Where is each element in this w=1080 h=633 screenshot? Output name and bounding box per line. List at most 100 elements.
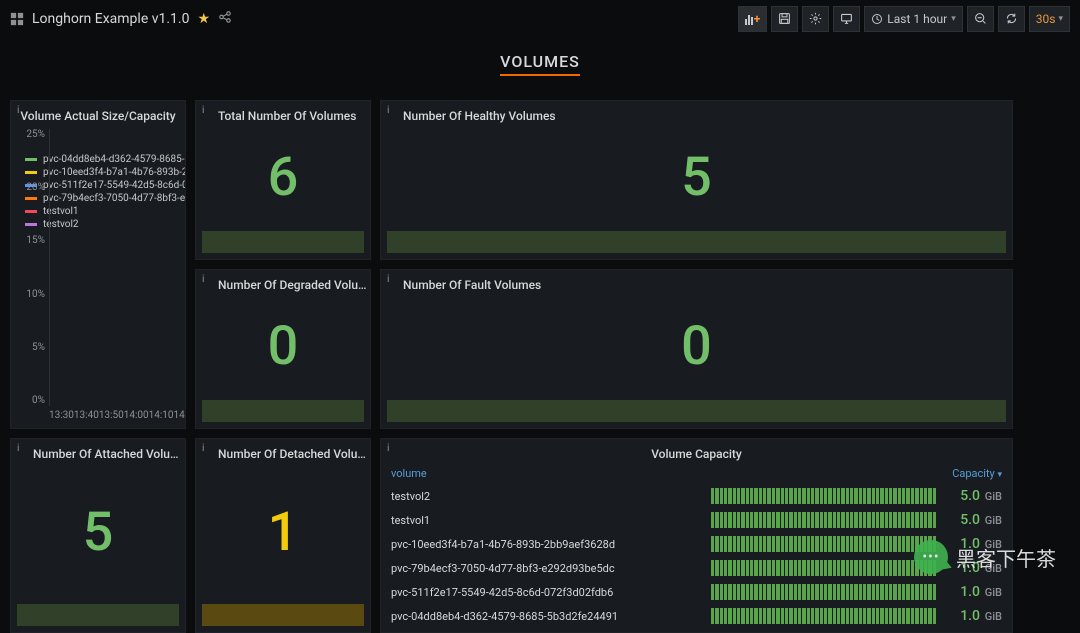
- chart-panel-actual-size[interactable]: i Volume Actual Size/Capacity 25%20%15%1…: [10, 100, 186, 429]
- stat-body: 5: [381, 123, 1012, 259]
- refresh-interval-button[interactable]: 30s ▾: [1029, 6, 1070, 32]
- capacity-row[interactable]: pvc-79b4ecf3-7050-4d77-8bf3-e292d93be5dc…: [391, 556, 1002, 580]
- y-tick: 0%: [32, 395, 45, 406]
- y-tick: 5%: [32, 342, 45, 353]
- capacity-row-value: 1.0 GiB: [936, 608, 1002, 624]
- x-tick: 13:40: [74, 410, 99, 426]
- panel-title: Number Of Detached Volumes...: [196, 439, 370, 461]
- dashboard-grid: i Total Number Of Volumes 6 i Number Of …: [0, 100, 1080, 633]
- capacity-row-value: 1.0 GiB: [936, 536, 1002, 552]
- stat-panel-detached-volumes[interactable]: i Number Of Detached Volumes... 1: [195, 438, 371, 633]
- share-icon[interactable]: [218, 10, 232, 28]
- stat-panel-attached-volumes[interactable]: i Number Of Attached Volumes 5: [10, 438, 186, 633]
- x-tick: 14:00: [124, 410, 149, 426]
- capacity-row[interactable]: testvol15.0 GiB: [391, 508, 1002, 532]
- panel-title: Number Of Healthy Volumes: [381, 101, 1012, 123]
- stat-value: 0: [196, 292, 370, 400]
- capacity-row[interactable]: pvc-10eed3f4-b7a1-4b76-893b-2bb9aef3628d…: [391, 532, 1002, 556]
- row-title[interactable]: VOLUMES: [0, 52, 1080, 76]
- panel-title: Number Of Fault Volumes: [381, 270, 1012, 292]
- settings-button[interactable]: [802, 6, 829, 32]
- capacity-gauge: [711, 536, 936, 552]
- dashboard-icon: [10, 12, 24, 26]
- stat-bar: [387, 400, 1006, 422]
- bar-chart-icon: [745, 13, 753, 25]
- legend-label: pvc-79b4ecf3-7050-4d77-8bf3-e292d93be5dc: [43, 193, 186, 204]
- x-tick: 14:10: [149, 410, 174, 426]
- stat-body: 1: [196, 461, 370, 632]
- stat-bar: [202, 231, 364, 253]
- panel-info-icon[interactable]: i: [17, 105, 19, 116]
- add-panel-button[interactable]: +: [738, 6, 768, 32]
- capacity-header: volume Capacity ▾: [381, 461, 1012, 484]
- x-tick: 13:50: [99, 410, 124, 426]
- capacity-row-name: pvc-10eed3f4-b7a1-4b76-893b-2bb9aef3628d: [391, 538, 711, 551]
- panel-title: Number Of Degraded Volumes...: [196, 270, 370, 292]
- panel-info-icon[interactable]: i: [387, 274, 389, 285]
- capacity-row-value: 1.0 GiB: [936, 560, 1002, 576]
- save-button[interactable]: [771, 6, 798, 32]
- panel-info-icon[interactable]: i: [202, 274, 204, 285]
- chevron-down-icon: ▾: [1058, 14, 1063, 24]
- capacity-gauge: [711, 512, 936, 528]
- row-title-text: VOLUMES: [500, 52, 580, 76]
- clock-icon: [871, 13, 883, 25]
- capacity-row-name: testvol2: [391, 490, 711, 503]
- stat-panel-degraded-volumes[interactable]: i Number Of Degraded Volumes... 0: [195, 269, 371, 429]
- view-mode-button[interactable]: [833, 6, 860, 32]
- y-tick: 15%: [26, 235, 45, 246]
- legend-label: pvc-10eed3f4-b7a1-4b76-893b-2bb9aef3628d: [43, 167, 186, 178]
- refresh-icon: [1005, 12, 1018, 25]
- panel-info-icon[interactable]: i: [387, 443, 389, 454]
- legend-label: pvc-04dd8eb4-d362-4579-8685-5b3d2fe24491: [43, 154, 186, 165]
- capacity-row-name: pvc-79b4ecf3-7050-4d77-8bf3-e292d93be5dc: [391, 562, 711, 575]
- zoom-out-button[interactable]: [967, 6, 994, 32]
- capacity-gauge: [711, 608, 936, 624]
- dashboard-title[interactable]: Longhorn Example v1.1.0: [32, 11, 190, 27]
- stat-body: 0: [381, 292, 1012, 428]
- chart-plot[interactable]: [49, 129, 50, 406]
- table-panel-volume-capacity[interactable]: i Volume Capacity volume Capacity ▾ test…: [380, 438, 1013, 633]
- refresh-button[interactable]: [998, 6, 1025, 32]
- refresh-interval-label: 30s: [1036, 12, 1056, 26]
- capacity-row-value: 5.0 GiB: [936, 488, 1002, 504]
- stat-value: 6: [196, 123, 370, 231]
- capacity-col-capacity[interactable]: Capacity ▾: [952, 467, 1002, 480]
- topbar-right: + Last 1 hour ▾ 30s ▾: [738, 6, 1070, 32]
- capacity-row[interactable]: testvol2 5.0 GiB: [391, 484, 1002, 508]
- legend-label: testvol2: [43, 219, 186, 230]
- x-tick: 14:20: [174, 410, 186, 426]
- panel-title: Number Of Attached Volumes: [11, 439, 185, 461]
- panel-info-icon[interactable]: i: [387, 105, 389, 116]
- zoom-out-icon: [974, 12, 987, 25]
- stat-value: 0: [381, 292, 1012, 400]
- panel-title: Total Number Of Volumes: [196, 101, 370, 123]
- stat-bar: [17, 604, 179, 626]
- capacity-row[interactable]: pvc-511f2e17-5549-42d5-8c6d-072f3d02fdb6…: [391, 580, 1002, 604]
- capacity-gauge: [711, 488, 936, 504]
- stat-panel-healthy-volumes[interactable]: i Number Of Healthy Volumes 5: [380, 100, 1013, 260]
- capacity-row-value: 1.0 GiB: [936, 584, 1002, 600]
- topbar: Longhorn Example v1.1.0 ★ + Last 1 hour …: [0, 0, 1080, 38]
- stat-panel-total-volumes[interactable]: i Total Number Of Volumes 6: [195, 100, 371, 260]
- time-range-button[interactable]: Last 1 hour ▾: [864, 6, 962, 32]
- stat-value: 5: [381, 123, 1012, 231]
- panel-info-icon[interactable]: i: [17, 443, 19, 454]
- stat-bar: [202, 604, 364, 626]
- panel-info-icon[interactable]: i: [202, 105, 204, 116]
- stat-value: 5: [11, 461, 185, 604]
- stat-body: 6: [196, 123, 370, 259]
- stat-value: 1: [196, 461, 370, 604]
- panel-info-icon[interactable]: i: [202, 443, 204, 454]
- star-icon[interactable]: ★: [198, 11, 211, 27]
- stat-bar: [202, 400, 364, 422]
- capacity-row-value: 5.0 GiB: [936, 512, 1002, 528]
- stat-bar: [387, 231, 1006, 253]
- y-tick: 20%: [26, 182, 45, 193]
- topbar-left: Longhorn Example v1.1.0 ★: [10, 10, 232, 28]
- stat-panel-fault-volumes[interactable]: i Number Of Fault Volumes 0: [380, 269, 1013, 429]
- stat-body: 5: [11, 461, 185, 632]
- monitor-icon: [840, 12, 853, 25]
- capacity-gauge: [711, 584, 936, 600]
- capacity-col-volume[interactable]: volume: [391, 467, 427, 480]
